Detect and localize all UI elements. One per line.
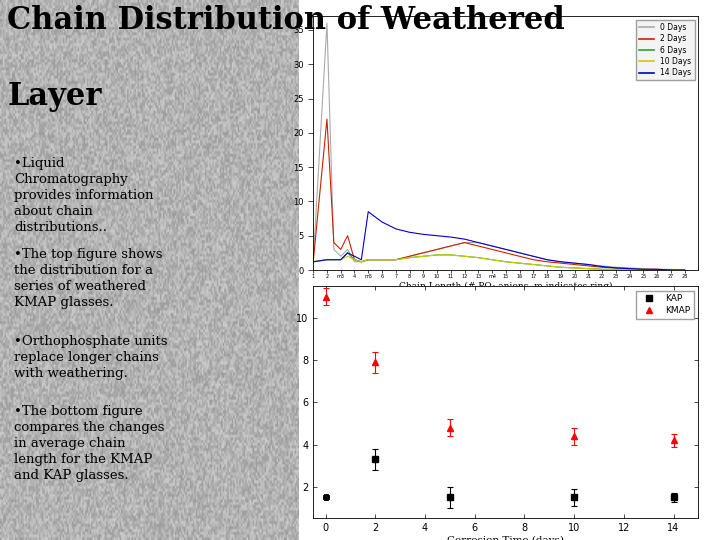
- Legend: KAP, KMAP: KAP, KMAP: [636, 291, 694, 319]
- Text: Chain Distribution of Weathered: Chain Distribution of Weathered: [7, 5, 565, 36]
- Legend: 0 Days, 2 Days, 6 Days, 10 Days, 14 Days: 0 Days, 2 Days, 6 Days, 10 Days, 14 Days: [636, 20, 695, 80]
- Text: •The bottom figure
compares the changes
in average chain
length for the KMAP
and: •The bottom figure compares the changes …: [14, 405, 165, 482]
- Text: •Orthophosphate units
replace longer chains
with weathering.: •Orthophosphate units replace longer cha…: [14, 335, 168, 380]
- X-axis label: Chain Length (# PO₄ anions, m indicates ring): Chain Length (# PO₄ anions, m indicates …: [399, 282, 613, 291]
- X-axis label: Corrosion Time (days): Corrosion Time (days): [447, 536, 564, 540]
- Text: •The top figure shows
the distribution for a
series of weathered
KMAP glasses.: •The top figure shows the distribution f…: [14, 248, 163, 309]
- Text: Layer: Layer: [7, 81, 102, 112]
- Text: •Liquid
Chromatography
provides information
about chain
distributions..: •Liquid Chromatography provides informat…: [14, 157, 154, 234]
